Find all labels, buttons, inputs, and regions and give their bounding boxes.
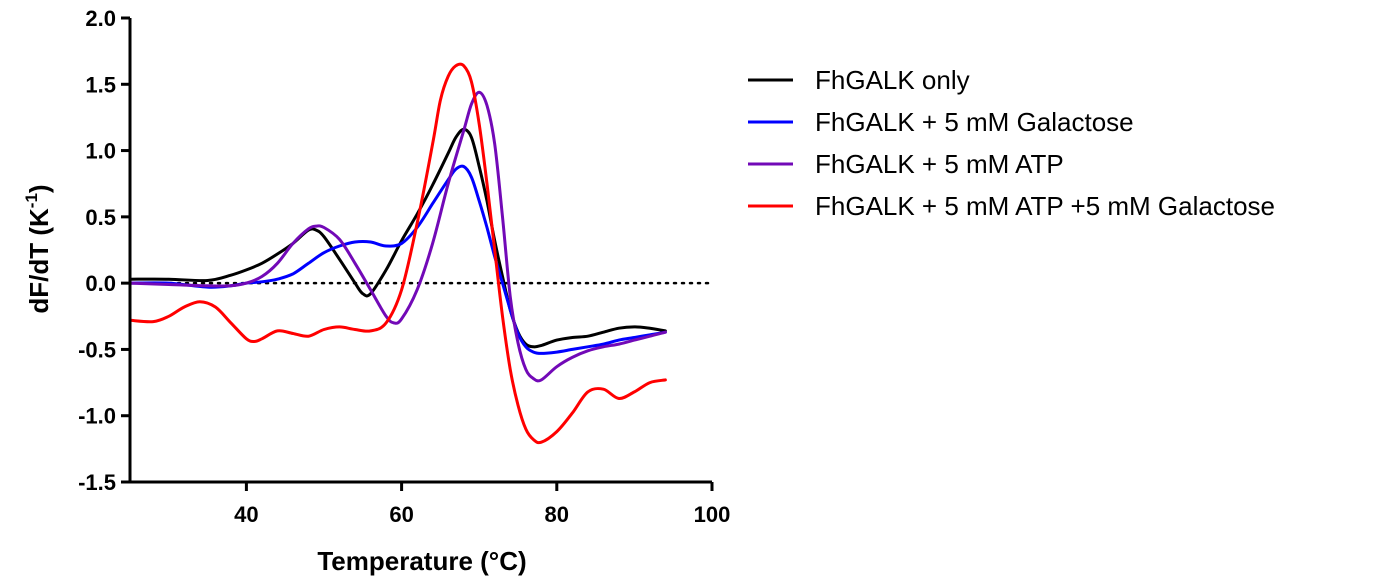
axes-layer bbox=[128, 18, 712, 484]
y-tick-label: 0.0 bbox=[85, 271, 116, 296]
x-tick-label: 40 bbox=[234, 502, 258, 527]
legend-label: FhGALK + 5 mM ATP bbox=[815, 149, 1064, 179]
y-tick-label: 1.5 bbox=[85, 72, 116, 97]
y-tick-label: 2.0 bbox=[85, 6, 116, 31]
y-tick-label: -1.5 bbox=[78, 470, 116, 495]
series-atp-galactose-line bbox=[128, 62, 667, 445]
legend-item: FhGALK + 5 mM ATP bbox=[748, 149, 1064, 179]
y-tick-label: 0.5 bbox=[85, 205, 116, 230]
x-tick-label: 80 bbox=[545, 502, 569, 527]
legend-label: FhGALK + 5 mM ATP +5 mM Galactose bbox=[815, 191, 1275, 221]
series-atp-line bbox=[128, 90, 667, 383]
y-axis-title-main: dF/dT (K bbox=[24, 208, 54, 314]
legend-item: FhGALK only bbox=[748, 65, 970, 95]
ticks-layer: -1.5 -1.0 -0.5 0.0 0.5 1.0 1.5 2.0 40 60 80 100 bbox=[78, 6, 730, 527]
x-axis-title: Temperature (°C) bbox=[317, 546, 526, 576]
y-axis-title-close: ) bbox=[24, 184, 54, 193]
legend-label: FhGALK only bbox=[815, 65, 970, 95]
x-tick-label: 60 bbox=[389, 502, 413, 527]
series-galactose-line bbox=[128, 164, 667, 355]
y-tick-label: -1.0 bbox=[78, 404, 116, 429]
legend-item: FhGALK + 5 mM Galactose bbox=[748, 107, 1134, 137]
y-axis-title-superscript: -1 bbox=[22, 193, 41, 208]
y-axis-title: dF/dT (K-1) bbox=[22, 184, 54, 313]
y-tick-label: -0.5 bbox=[78, 337, 116, 362]
legend-item: FhGALK + 5 mM ATP +5 mM Galactose bbox=[748, 191, 1275, 221]
x-tick-label: 100 bbox=[694, 502, 731, 527]
series-fhgalk-only-line bbox=[128, 127, 667, 349]
series-layer bbox=[128, 62, 667, 445]
y-tick-label: 1.0 bbox=[85, 139, 116, 164]
legend: FhGALK only FhGALK + 5 mM Galactose FhGALK… bbox=[748, 65, 1275, 221]
legend-label: FhGALK + 5 mM Galactose bbox=[815, 107, 1134, 137]
